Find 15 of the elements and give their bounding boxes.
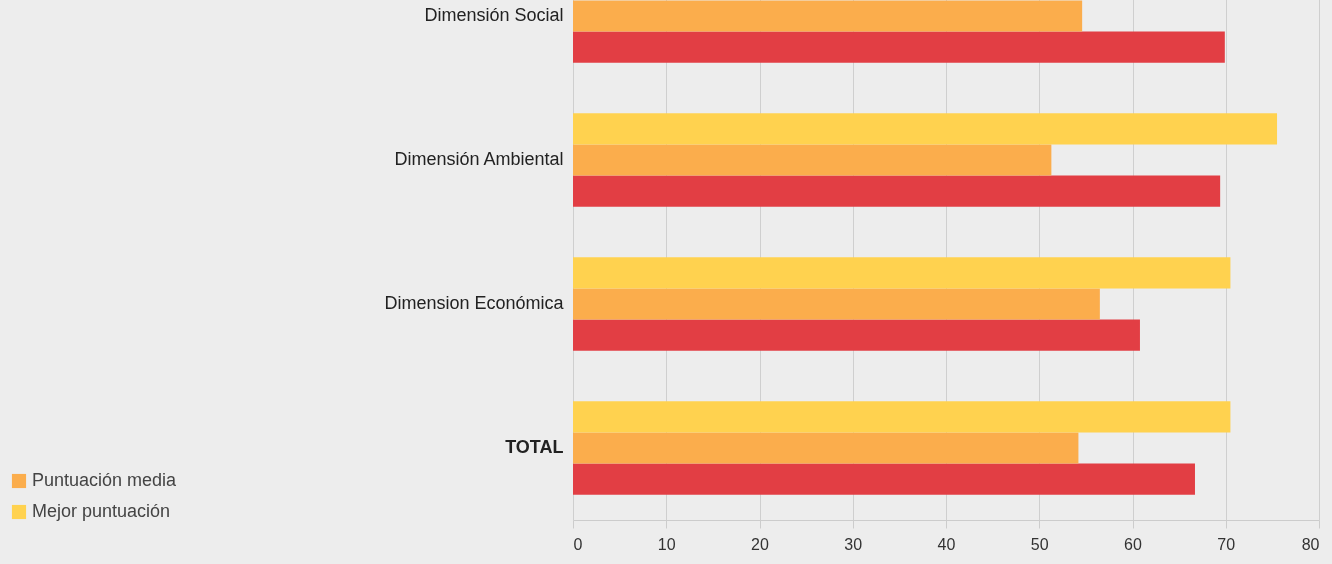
x-tick-label: 30 xyxy=(844,535,863,553)
x-tick-label: 0 xyxy=(573,535,583,553)
y-tick-label: TOTAL xyxy=(505,437,564,457)
legend-label: Puntuación media xyxy=(32,470,178,490)
y-tick-label: Dimensión Ambiental xyxy=(394,149,564,169)
y-tick-label: Dimensión Social xyxy=(424,5,564,25)
y-tick-label: Dimension Económica xyxy=(384,293,565,313)
x-tick-label: 50 xyxy=(1030,535,1049,553)
legend-label: Mejor puntuación xyxy=(32,501,171,521)
x-tick-label: 60 xyxy=(1124,535,1142,553)
x-tick-label: 80 xyxy=(1301,535,1320,553)
x-tick-label: 20 xyxy=(751,535,769,553)
x-tick-label: 10 xyxy=(657,535,676,553)
x-tick-label: 40 xyxy=(937,535,956,553)
x-tick-label: 70 xyxy=(1217,535,1236,553)
